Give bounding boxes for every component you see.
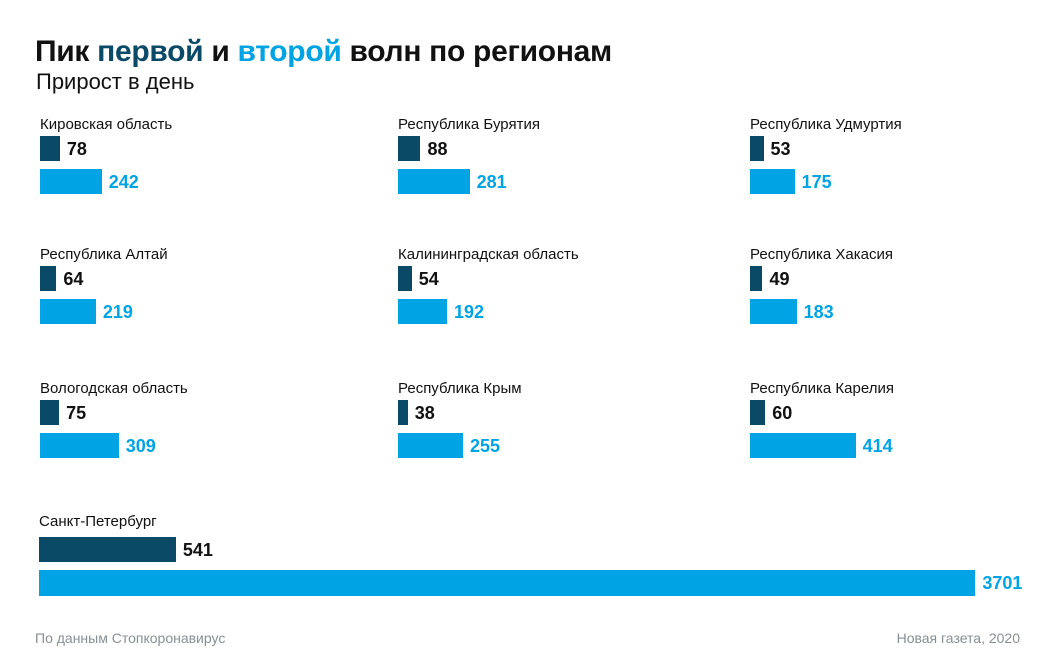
- region-label: Республика Удмуртия: [750, 116, 902, 133]
- region-label: Калининградская область: [398, 246, 579, 263]
- second-wave-value: 3701: [982, 573, 1023, 593]
- first-wave-bar: [750, 266, 763, 291]
- first-wave-bar: [750, 400, 766, 425]
- second-wave-value: 414: [862, 435, 893, 456]
- first-wave-value: 88: [427, 138, 448, 159]
- first-wave-bar: [40, 400, 60, 425]
- second-wave-bar: [398, 169, 470, 194]
- first-wave-value: 49: [769, 268, 790, 289]
- first-wave-value: 54: [418, 268, 439, 289]
- second-wave-value: 175: [801, 171, 832, 192]
- second-wave-value: 219: [102, 301, 133, 322]
- region-label: Вологодская область: [40, 380, 188, 397]
- second-wave-bar: [750, 433, 856, 458]
- first-wave-bar: [398, 136, 421, 161]
- second-wave-bar: [40, 299, 96, 324]
- first-wave-value: 75: [66, 402, 87, 423]
- first-wave-value: 60: [772, 402, 793, 423]
- first-wave-value: 53: [770, 138, 791, 159]
- first-wave-bar: [40, 136, 60, 161]
- first-wave-bar: [40, 266, 57, 291]
- region-label: Республика Крым: [398, 380, 522, 397]
- second-wave-bar: [40, 169, 102, 194]
- second-wave-bar: [398, 299, 447, 324]
- title-part-3: волн по регионам: [341, 35, 613, 68]
- second-wave-value: 255: [470, 435, 501, 456]
- first-wave-bar: [750, 136, 764, 161]
- region-label: Республика Хакасия: [750, 246, 894, 263]
- first-wave-value: 541: [182, 539, 213, 560]
- first-wave-value: 78: [66, 138, 87, 159]
- title-word-first-wave: первой: [97, 35, 204, 68]
- region-label: Кировская область: [40, 116, 173, 133]
- title-word-second-wave: второй: [237, 35, 342, 68]
- second-wave-bar: [750, 299, 797, 324]
- first-wave-value: 64: [63, 268, 84, 289]
- chart-title: Пик первой и второй волн по регионам: [35, 34, 612, 70]
- second-wave-bar: [39, 570, 976, 596]
- title-part-2: и: [203, 35, 238, 68]
- second-wave-value: 281: [476, 171, 507, 192]
- publisher-credit: Новая газета, 2020: [896, 630, 1020, 646]
- second-wave-value: 242: [108, 171, 139, 192]
- region-label: Республика Алтай: [40, 246, 168, 263]
- title-part-1: Пик: [35, 35, 98, 68]
- first-wave-bar: [398, 266, 412, 291]
- region-label: Республика Бурятия: [398, 116, 540, 133]
- first-wave-bar: [39, 537, 176, 562]
- second-wave-value: 192: [453, 301, 484, 322]
- second-wave-value: 183: [803, 301, 834, 322]
- region-label: Санкт-Петербург: [39, 513, 157, 530]
- second-wave-value: 309: [125, 435, 156, 456]
- region-label: Республика Карелия: [750, 380, 894, 397]
- second-wave-bar: [40, 433, 119, 458]
- second-wave-bar: [750, 169, 795, 194]
- first-wave-value: 38: [414, 402, 435, 423]
- second-wave-bar: [398, 433, 464, 458]
- first-wave-bar: [398, 400, 408, 425]
- chart-subtitle: Прирост в день: [36, 69, 195, 94]
- source-note: По данным Стопкоронавирус: [35, 630, 226, 646]
